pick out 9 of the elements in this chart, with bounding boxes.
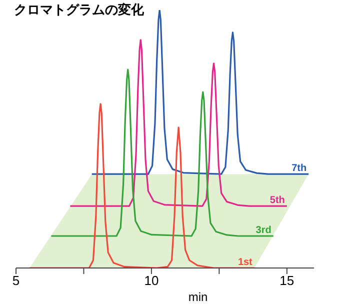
x-tick-label: 10 — [144, 273, 159, 288]
series-label: 5th — [270, 195, 285, 206]
chart-title: クロマトグラムの変化 — [14, 1, 144, 19]
x-axis-title: min — [188, 290, 208, 304]
series-label: 7th — [292, 163, 307, 174]
series-label: 3rd — [256, 225, 272, 236]
x-tick-label: 5 — [12, 273, 20, 288]
x-tick-label: 15 — [280, 273, 294, 288]
series-label: 1st — [238, 257, 254, 268]
